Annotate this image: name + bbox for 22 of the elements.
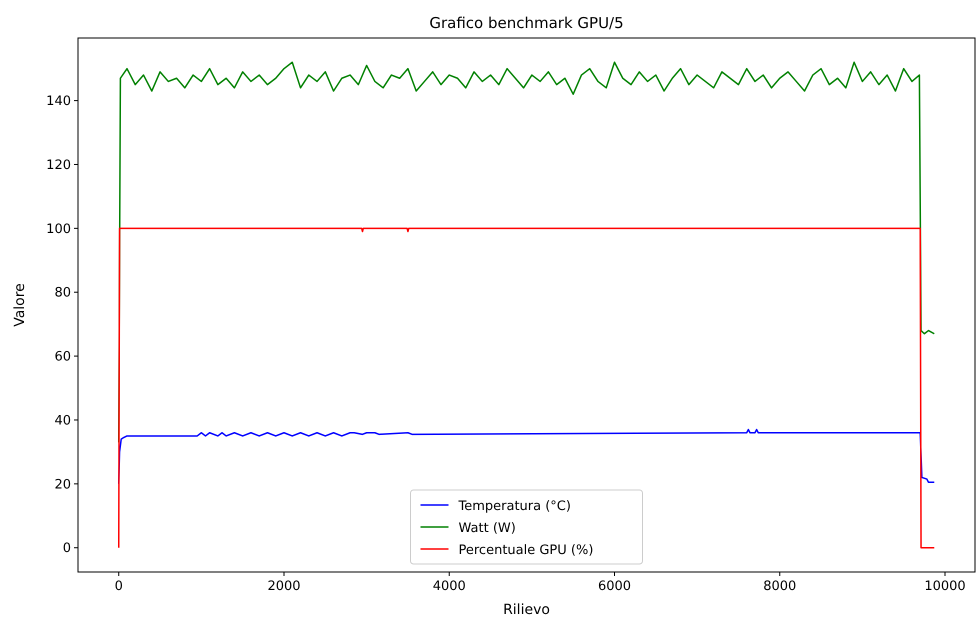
y-tick-label: 80 <box>54 286 71 301</box>
x-tick-label: 2000 <box>267 579 301 594</box>
legend-label: Watt (W) <box>458 521 516 536</box>
x-tick-label: 8000 <box>763 579 796 594</box>
y-tick-label: 0 <box>62 541 71 556</box>
x-axis-title: Rilievo <box>503 602 550 618</box>
y-tick-label: 20 <box>54 477 71 492</box>
chart-title: Grafico benchmark GPU/5 <box>429 14 624 32</box>
x-tick-label: 4000 <box>432 579 466 594</box>
y-tick-label: 60 <box>54 350 71 365</box>
legend-label: Percentuale GPU (%) <box>458 543 594 558</box>
y-tick-label: 40 <box>54 413 71 428</box>
line-series <box>118 428 936 485</box>
x-tick-label: 0 <box>114 579 123 594</box>
line-series <box>118 62 936 444</box>
legend-label: Temperatura (°C) <box>458 499 571 514</box>
x-tick-label: 10000 <box>924 579 966 594</box>
y-tick-label: 140 <box>46 94 71 110</box>
x-tick-label: 6000 <box>598 579 632 594</box>
y-axis-title: Valore <box>12 283 28 327</box>
y-tick-label: 100 <box>46 222 71 237</box>
y-tick-label: 120 <box>46 158 71 173</box>
